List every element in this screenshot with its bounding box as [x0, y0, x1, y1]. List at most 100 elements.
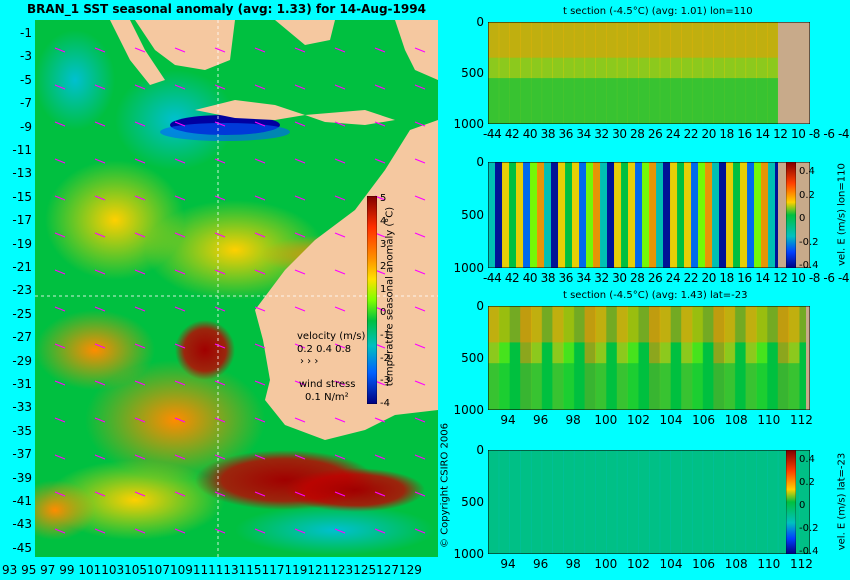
section-x-label: 110	[757, 413, 781, 427]
velocity-legend-title: velocity (m/s)	[297, 331, 366, 342]
velocity-colorbar	[786, 162, 796, 268]
section-x-label: 98	[565, 413, 581, 427]
section-heatmap	[488, 306, 810, 410]
lat-label: -17	[12, 213, 32, 228]
section-x-label: 106	[692, 413, 716, 427]
colorbar-tick: -4	[380, 398, 390, 410]
section-heatmap	[488, 162, 810, 268]
depth-label: 500	[461, 351, 484, 365]
velocity-colorbar-tick: 0.4	[799, 454, 815, 465]
velocity-legend-arrows: › › ›	[300, 356, 319, 367]
depth-label: 0	[476, 155, 484, 169]
lat-label: -3	[20, 49, 32, 64]
velocity-colorbar-tick: 0.2	[799, 477, 815, 488]
land-sumatra	[110, 20, 165, 85]
sst-colorbar	[367, 196, 377, 404]
lat-label: -33	[12, 400, 32, 415]
section-x-label: 94	[500, 413, 516, 427]
velocity-legend-values: 0.2 0.4 0.8	[297, 344, 352, 355]
section-x-label: 102	[626, 557, 650, 571]
wind-arrows	[54, 47, 426, 534]
section-x-label: 108	[724, 413, 748, 427]
lat-label: -35	[12, 423, 32, 438]
velocity-colorbar-tick: -0.2	[799, 523, 819, 534]
depth-label: 1000	[453, 403, 484, 417]
depth-label: 500	[461, 66, 484, 80]
section-heatmap	[488, 450, 810, 554]
section-x-label: 98	[565, 557, 581, 571]
copyright-notice: © Copyright CSIRO 2006	[439, 423, 451, 548]
lat-label: -11	[12, 143, 32, 157]
section-x-label: 96	[532, 413, 549, 427]
depth-label: 0	[476, 299, 484, 313]
sst-map	[35, 20, 438, 557]
velocity-colorbar-tick: 0.4	[799, 166, 815, 177]
colorbar-tick: 3	[380, 238, 387, 250]
lat-label: -21	[12, 260, 32, 274]
lat-label: -7	[20, 96, 32, 111]
lat-label: -15	[12, 189, 32, 204]
lat-label: -5	[20, 72, 32, 87]
land-borneo	[135, 20, 235, 70]
colorbar-tick: 4	[380, 215, 387, 227]
lat-label: -43	[12, 517, 32, 532]
wind-legend-value: 0.1 N/m²	[305, 392, 349, 403]
land-mask	[778, 22, 810, 124]
section-title: t section (-4.5°C) (avg: 1.43) lat=-23	[563, 290, 748, 301]
section-x-label: 112	[789, 557, 813, 571]
section-x-label: 100	[594, 557, 618, 571]
section-x-label: 100	[594, 413, 618, 427]
section-x-label: 104	[659, 557, 683, 571]
lat-label: -27	[12, 330, 32, 345]
lat-label: -13	[12, 166, 32, 181]
lat-label: -37	[12, 447, 32, 462]
velocity-colorbar-tick: 0.2	[799, 189, 815, 201]
depth-label: 0	[476, 443, 484, 457]
section-x-label: 102	[626, 413, 650, 427]
section-x-labels: -44 42 40 38 36 34 32 30 28 26 24 22 20 …	[483, 127, 850, 141]
section-x-label: 112	[789, 413, 813, 427]
depth-label: 1000	[453, 261, 484, 275]
lat-label: -31	[12, 377, 32, 391]
section-x-label: 96	[532, 557, 549, 571]
velocity-colorbar-tick: 0	[799, 500, 806, 511]
wind-legend-title: wind stress	[299, 379, 356, 390]
land-java	[195, 100, 305, 120]
lat-label: -1	[20, 26, 32, 40]
colorbar-tick: -1	[380, 329, 390, 341]
lat-label: -41	[12, 494, 32, 508]
section-x-labels: -44 42 40 38 36 34 32 30 28 26 24 22 20 …	[483, 271, 850, 285]
lat-label: -45	[12, 540, 32, 555]
land-australia	[255, 120, 438, 440]
land-mask	[806, 306, 810, 410]
section-x-label: 108	[724, 557, 748, 571]
velocity-colorbar-tick: -0.2	[799, 236, 819, 248]
velocity-colorbar-tick: -0.4	[799, 546, 819, 557]
lat-label: -25	[12, 306, 32, 321]
lat-label: -19	[12, 236, 32, 251]
colorbar-tick: 2	[380, 261, 387, 273]
sst-colorbar-label: temperature seasonal anomaly (°C)	[384, 206, 396, 387]
lon-labels: 93 95 97 99 1011031051071091111131151171…	[2, 563, 422, 577]
lat-label: -23	[12, 283, 32, 298]
section-heatmap	[488, 22, 810, 124]
colorbar-tick: 1	[380, 284, 387, 296]
lat-label: -29	[12, 353, 32, 368]
colorbar-tick: 0	[380, 307, 387, 318]
lat-label: -39	[12, 470, 32, 485]
velocity-colorbar-tick: 0	[799, 213, 806, 224]
velocity-colorbar-label: vel. E (m/s) lon=110	[836, 163, 848, 266]
section-x-label: 94	[500, 557, 516, 571]
section-x-label: 110	[757, 557, 781, 571]
colorbar-tick: -2	[380, 352, 390, 364]
velocity-colorbar-label: vel. E (m/s) lat=-23	[836, 452, 848, 551]
lat-label: -9	[20, 119, 32, 134]
velocity-colorbar-tick: -0.4	[799, 260, 819, 271]
depth-label: 1000	[453, 117, 484, 131]
colorbar-tick: 5	[380, 193, 387, 204]
map-title: BRAN_1 SST seasonal anomaly (avg: 1.33) …	[27, 2, 426, 16]
colorbar-tick: -3	[380, 375, 390, 387]
section-x-label: 106	[692, 557, 716, 571]
section-title: t section (-4.5°C) (avg: 1.01) lon=110	[563, 6, 753, 17]
velocity-colorbar	[786, 450, 796, 554]
